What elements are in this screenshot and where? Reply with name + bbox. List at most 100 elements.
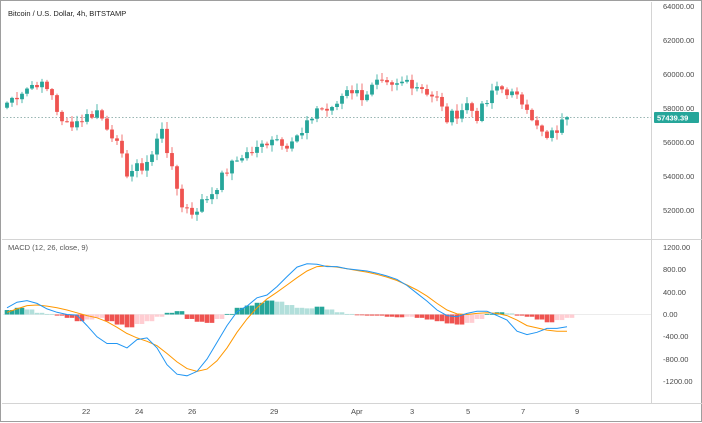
candle-body: [175, 166, 179, 189]
candle-body: [150, 154, 154, 162]
histogram-bar: [554, 314, 560, 321]
histogram-bar: [254, 302, 260, 315]
last-price-value: 57439.39: [657, 114, 688, 123]
time-label: Apr: [351, 407, 363, 416]
candle-body: [540, 125, 544, 132]
histogram-bar: [569, 314, 575, 318]
histogram-bar: [519, 314, 525, 316]
histogram-bar: [384, 314, 390, 317]
candle-body: [35, 84, 39, 88]
candle-body: [170, 153, 174, 167]
histogram-bar: [479, 314, 485, 319]
histogram-bar: [44, 313, 50, 315]
histogram-bar: [134, 314, 140, 324]
histogram-bar: [399, 314, 405, 318]
histogram-bar: [99, 314, 105, 318]
histogram-bar: [129, 314, 135, 328]
histogram-bar: [549, 314, 555, 323]
histogram-bar: [334, 312, 340, 315]
candle-body: [550, 130, 554, 138]
candle-body: [100, 110, 104, 119]
candle-body: [255, 146, 259, 153]
histogram-bar: [514, 314, 520, 316]
histogram-bar: [14, 307, 20, 315]
candle-body: [15, 97, 19, 100]
macd-tick: 0.00: [663, 310, 678, 319]
histogram-bar: [374, 314, 380, 316]
histogram-bar: [19, 307, 25, 315]
histogram-bar: [509, 313, 515, 315]
histogram-bar: [404, 314, 410, 317]
histogram-bar: [464, 314, 470, 323]
histogram-bar: [29, 309, 35, 315]
histogram-bar: [409, 314, 415, 317]
candle-body: [110, 129, 114, 139]
candle-body: [245, 152, 249, 159]
price-axis[interactable]: 64000.00 62000.00 60000.00 58000.00 5600…: [663, 2, 694, 215]
candle-body: [65, 121, 69, 123]
time-label: 5: [466, 407, 470, 416]
indicator-label[interactable]: MACD (12, 26, close, 9): [8, 243, 89, 252]
histogram-bar: [169, 312, 175, 315]
candle-body: [40, 81, 44, 88]
histogram-bar: [34, 312, 40, 315]
candle-body: [60, 111, 64, 122]
histogram-bar: [209, 314, 215, 323]
time-label: 7: [521, 407, 525, 416]
last-price-label: 57439.39: [654, 112, 699, 123]
histogram-bar: [424, 314, 430, 320]
histogram-bar: [119, 314, 125, 325]
histogram-bar: [184, 314, 190, 319]
histogram-bar: [414, 314, 420, 318]
price-tick: 64000.00: [663, 2, 694, 11]
candle-body: [485, 103, 489, 105]
histogram-bar: [139, 314, 145, 324]
histogram-bar: [524, 314, 530, 317]
symbol-title[interactable]: Bitcoin / U.S. Dollar, 4h, BITSTAMP: [8, 9, 126, 18]
candle-body: [475, 110, 479, 121]
candle-body: [50, 89, 54, 96]
histogram-bar: [249, 305, 255, 315]
time-axis[interactable]: 22 24 26 29 Apr 3 5 7 9: [82, 407, 579, 416]
macd-axis[interactable]: 1200.00 800.00 400.00 0.00 -400.00 -800.…: [663, 243, 693, 386]
candle-body: [130, 170, 134, 177]
histogram-bar: [379, 314, 385, 316]
histogram-bar: [9, 310, 15, 315]
candle-body: [220, 172, 224, 190]
candle-body: [90, 114, 94, 118]
histogram-bar: [364, 314, 370, 316]
candle-body: [280, 139, 284, 146]
histogram-bar: [214, 314, 220, 319]
histogram-bar: [429, 314, 435, 320]
macd-tick: 400.00: [663, 288, 686, 297]
candle-body: [545, 131, 549, 138]
macd-tick: -1200.00: [663, 377, 693, 386]
histogram-bar: [54, 314, 60, 316]
time-label: 29: [270, 407, 278, 416]
candle-body: [290, 141, 294, 149]
histogram-bar: [199, 314, 205, 322]
candle-body: [455, 110, 459, 119]
candle-body: [145, 161, 149, 171]
candle-body: [200, 199, 204, 212]
histogram-bar: [309, 308, 315, 315]
candle-body: [20, 93, 24, 100]
signal-line: [6, 265, 567, 372]
candle-body: [10, 97, 14, 103]
candle-body: [230, 160, 234, 174]
histogram-bar: [24, 309, 30, 315]
candle-body: [250, 152, 254, 154]
candle-body: [265, 143, 269, 146]
candle-body: [165, 128, 169, 154]
candle-body: [190, 207, 194, 215]
candle-body: [435, 96, 439, 98]
histogram-bar: [339, 312, 345, 315]
candle-body: [155, 138, 159, 155]
candle-body: [345, 90, 349, 96]
candle-body: [85, 114, 89, 122]
candle-body: [515, 91, 519, 95]
candle-body: [530, 109, 534, 121]
candle-body: [490, 90, 494, 104]
candle-body: [25, 88, 29, 94]
